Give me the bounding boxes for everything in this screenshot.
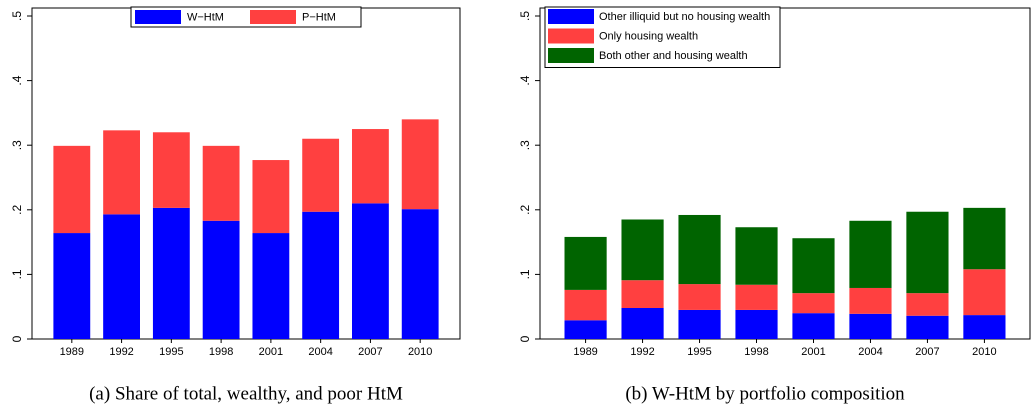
legend-swatch — [548, 48, 594, 63]
bar-segment — [906, 293, 949, 316]
bar-segment — [678, 214, 721, 285]
bar-segment — [849, 287, 892, 314]
y-tick-label: .3 — [10, 140, 24, 150]
legend-label: Both other and housing wealth — [599, 50, 748, 62]
legend-label: Only housing wealth — [599, 30, 698, 42]
y-tick-label: .5 — [10, 11, 24, 21]
legend-label: Other illiquid but no housing wealth — [599, 11, 770, 23]
bar-segment — [906, 211, 949, 294]
bar-segment — [735, 309, 778, 339]
legend-swatch — [548, 9, 594, 24]
x-tick-label: 1998 — [744, 346, 768, 358]
x-tick-label: 1992 — [109, 346, 133, 358]
legend-swatch — [135, 10, 181, 24]
bar-segment — [401, 119, 439, 210]
bar-segment — [735, 284, 778, 310]
legend-label: W−HtM — [187, 11, 224, 23]
bar-segment — [963, 269, 1006, 316]
y-tick-label: .1 — [518, 269, 532, 279]
x-tick-label: 2007 — [915, 346, 939, 358]
bar-segment — [735, 227, 778, 285]
x-tick-label: 2010 — [972, 346, 996, 358]
bar-segment — [401, 209, 439, 339]
x-tick-label: 2004 — [858, 346, 882, 358]
bar-segment — [302, 138, 340, 212]
bar-segment — [849, 313, 892, 339]
bar-segment — [564, 289, 607, 321]
y-tick-label: 0 — [10, 335, 24, 342]
legend-label: P−HtM — [302, 11, 336, 23]
bar-segment — [252, 233, 290, 339]
bar-segment — [963, 207, 1006, 270]
x-tick-label: 1992 — [630, 346, 654, 358]
bar-segment — [252, 160, 290, 234]
bar-segment — [152, 132, 190, 208]
y-tick-label: .2 — [10, 204, 24, 214]
bar-segment — [564, 236, 607, 290]
x-tick-label: 1989 — [60, 346, 84, 358]
bar-segment — [103, 214, 140, 339]
bar-segment — [302, 211, 340, 339]
bar-segment — [792, 238, 835, 294]
plot-frame — [539, 7, 1031, 340]
bar-segment — [906, 315, 949, 339]
bar-segment — [621, 219, 664, 281]
y-tick-label: .4 — [518, 75, 532, 85]
bar-segment — [621, 307, 664, 339]
y-tick-label: .1 — [10, 269, 24, 279]
x-tick-label: 1998 — [209, 346, 233, 358]
y-tick-label: .3 — [518, 140, 532, 150]
x-tick-label: 2001 — [801, 346, 825, 358]
bar-segment — [202, 220, 240, 339]
legend-swatch — [250, 10, 296, 24]
bar-segment — [53, 145, 91, 234]
bar-segment — [352, 129, 389, 204]
y-tick-label: .4 — [10, 75, 24, 85]
legend-swatch — [548, 28, 594, 44]
bar-segment — [103, 130, 140, 215]
bar-segment — [792, 293, 835, 314]
bar-segment — [202, 145, 240, 221]
bar-segment — [621, 280, 664, 308]
x-tick-label: 1995 — [687, 346, 711, 358]
y-tick-label: .2 — [518, 204, 532, 214]
x-tick-label: 2004 — [308, 346, 332, 358]
bar-segment — [792, 313, 835, 339]
caption: (b) W-HtM by portfolio composition — [625, 383, 905, 404]
caption: (a) Share of total, wealthy, and poor Ht… — [89, 383, 403, 404]
bar-segment — [352, 203, 389, 339]
y-tick-label: .5 — [518, 11, 532, 21]
x-tick-label: 2010 — [408, 346, 432, 358]
y-tick-label: 0 — [518, 335, 532, 342]
x-tick-label: 1995 — [159, 346, 183, 358]
bar-segment — [963, 315, 1006, 339]
bar-segment — [678, 284, 721, 310]
bar-segment — [53, 233, 91, 339]
legend-box — [130, 6, 362, 28]
bar-segment — [849, 220, 892, 288]
x-tick-label: 2007 — [358, 346, 382, 358]
x-tick-label: 2001 — [259, 346, 283, 358]
bar-segment — [564, 320, 607, 339]
plot-frame — [31, 7, 461, 340]
bar-segment — [152, 207, 190, 339]
x-tick-label: 1989 — [573, 346, 597, 358]
bar-segment — [678, 309, 721, 339]
